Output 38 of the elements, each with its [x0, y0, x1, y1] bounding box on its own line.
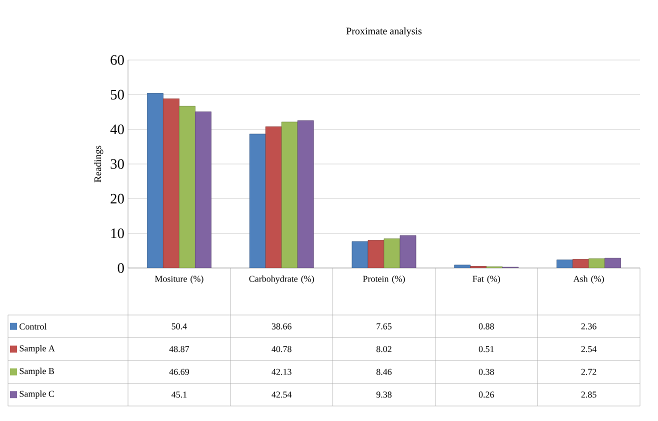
- data-label: 0.26: [478, 392, 494, 398]
- y-tick-label: 10: [111, 228, 124, 238]
- legend-label: Sample B: [20, 368, 54, 376]
- y-tick-label: 20: [110, 194, 124, 204]
- data-label: 7.65: [376, 323, 392, 330]
- y-tick-label: 0: [118, 263, 124, 273]
- data-label: 2.36: [581, 323, 596, 330]
- x-tick-label: Carbohydrate (%): [249, 276, 314, 284]
- x-tick-label: Fat (%): [472, 276, 500, 284]
- data-label: 48.87: [169, 346, 190, 352]
- data-label: 8.02: [376, 346, 392, 352]
- legend-label: Sample A: [20, 345, 55, 354]
- x-tick-label: Protein (%): [363, 276, 405, 284]
- y-tick-label: 50: [110, 90, 124, 100]
- y-axis-title: Readings: [94, 146, 104, 182]
- data-label: 2.72: [581, 368, 596, 375]
- data-label: 0.38: [478, 368, 494, 375]
- data-label: 46.69: [169, 368, 189, 375]
- data-label: 42.13: [272, 368, 292, 375]
- data-label: 50.4: [172, 323, 187, 330]
- data-label: 0.88: [478, 323, 494, 330]
- data-label: 38.66: [272, 323, 292, 330]
- data-label: 42.54: [272, 392, 292, 398]
- data-label: 8.46: [376, 368, 392, 375]
- data-label: 45.1: [172, 392, 187, 398]
- chart-title: Proximate analysis: [346, 27, 422, 36]
- legend-label: Sample C: [20, 390, 54, 399]
- x-tick-label: Mositure (%): [154, 276, 204, 284]
- y-tick-label: 30: [110, 159, 124, 169]
- data-label: 40.78: [272, 346, 292, 352]
- y-tick-label: 40: [110, 124, 124, 134]
- x-tick-label: Ash (%): [573, 276, 604, 284]
- data-label: 2.54: [581, 346, 597, 352]
- data-label: 0.51: [478, 346, 494, 352]
- y-tick-label: 60: [110, 55, 124, 65]
- data-label: 9.38: [376, 392, 392, 398]
- data-label: 2.85: [581, 392, 596, 398]
- legend-label: Control: [20, 323, 47, 330]
